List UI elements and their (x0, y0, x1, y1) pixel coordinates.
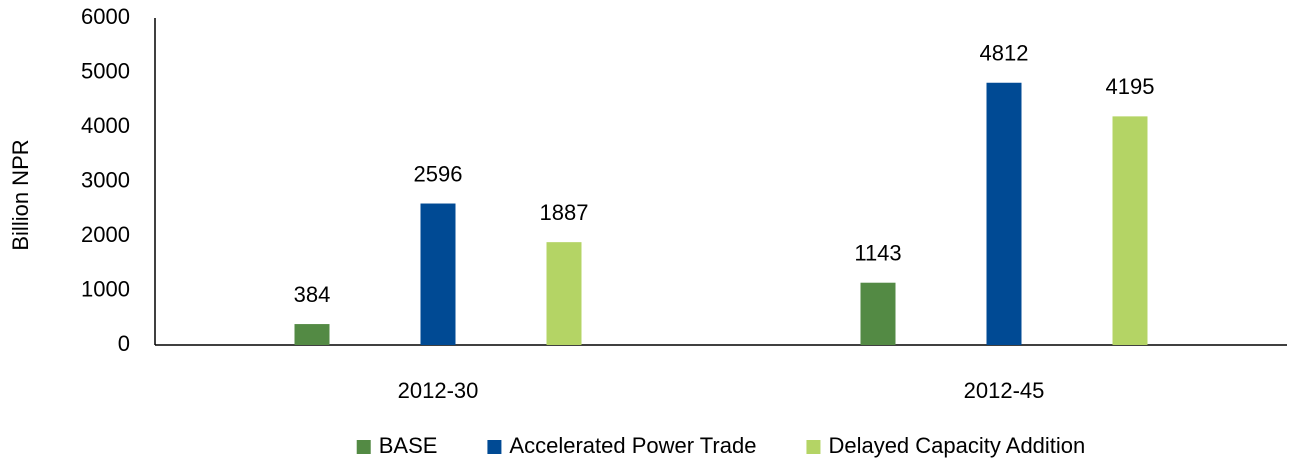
x-tick-label: 2012-30 (398, 378, 479, 403)
data-label: 4812 (980, 41, 1029, 66)
x-tick-label: 2012-45 (964, 378, 1045, 403)
y-tick-label: 5000 (81, 58, 130, 83)
bar (294, 324, 330, 345)
data-label: 1143 (854, 241, 901, 266)
bar (1112, 116, 1148, 345)
legend-swatch (487, 440, 502, 454)
legend-swatch (356, 440, 371, 454)
y-tick-label: 3000 (81, 167, 130, 192)
y-tick-label: 2000 (81, 222, 130, 247)
bar (860, 282, 896, 345)
data-label: 4195 (1106, 74, 1155, 99)
y-tick-label: 1000 (81, 276, 130, 301)
y-tick-label: 4000 (81, 113, 130, 138)
y-axis-label: Billion NPR (8, 139, 33, 250)
bar (546, 242, 582, 345)
legend-label: Delayed Capacity Addition (828, 433, 1085, 458)
bar (986, 82, 1022, 345)
data-label: 2596 (414, 161, 463, 186)
data-label: 384 (294, 282, 331, 307)
legend-label: BASE (379, 433, 438, 458)
legend-swatch (806, 440, 821, 454)
bar (420, 203, 456, 345)
y-tick-label: 0 (118, 331, 130, 356)
data-label: 1887 (540, 200, 589, 225)
y-tick-label: 6000 (81, 4, 130, 29)
legend-label: Accelerated Power Trade (509, 433, 756, 458)
